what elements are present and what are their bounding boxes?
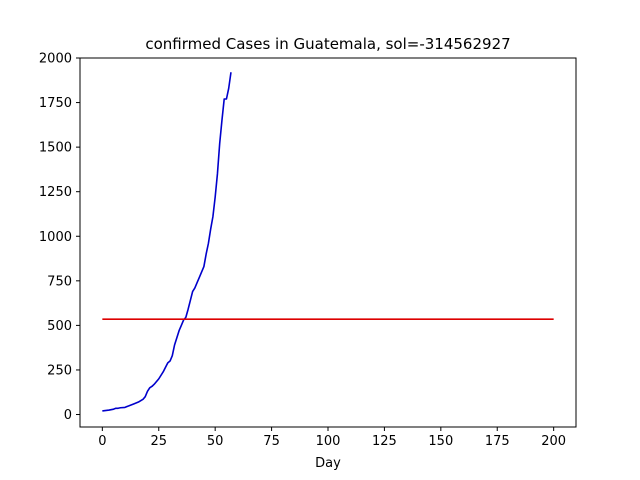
- y-tick-label: 1250: [39, 185, 72, 200]
- series-line-0: [102, 72, 232, 412]
- x-axis-label: Day: [315, 456, 341, 471]
- plot-area: [102, 72, 554, 412]
- y-axis-ticks: 0 250 500 750 1000 1250 1500 1750 2000: [39, 52, 80, 423]
- y-tick-label: 1000: [39, 230, 72, 245]
- x-tick-label: 0: [98, 434, 106, 449]
- x-axis-ticks: 0 25 50 75 100 125 150 175 200: [98, 427, 566, 449]
- x-tick-label: 200: [541, 434, 566, 449]
- x-tick-label: 75: [263, 434, 280, 449]
- y-tick-label: 1500: [39, 141, 72, 156]
- x-tick-label: 50: [207, 434, 224, 449]
- plot-frame: [79, 57, 577, 428]
- x-tick-label: 125: [372, 434, 397, 449]
- y-tick-label: 250: [47, 363, 72, 378]
- y-tick-label: 750: [47, 274, 72, 289]
- x-tick-label: 100: [316, 434, 341, 449]
- y-tick-label: 2000: [39, 52, 72, 67]
- x-tick-label: 25: [150, 434, 167, 449]
- y-tick-label: 1750: [39, 96, 72, 111]
- y-tick-label: 500: [47, 319, 72, 334]
- chart-title: confirmed Cases in Guatemala, sol=-31456…: [145, 35, 510, 53]
- x-tick-label: 175: [485, 434, 510, 449]
- y-tick-label: 0: [64, 408, 72, 423]
- x-tick-label: 150: [428, 434, 453, 449]
